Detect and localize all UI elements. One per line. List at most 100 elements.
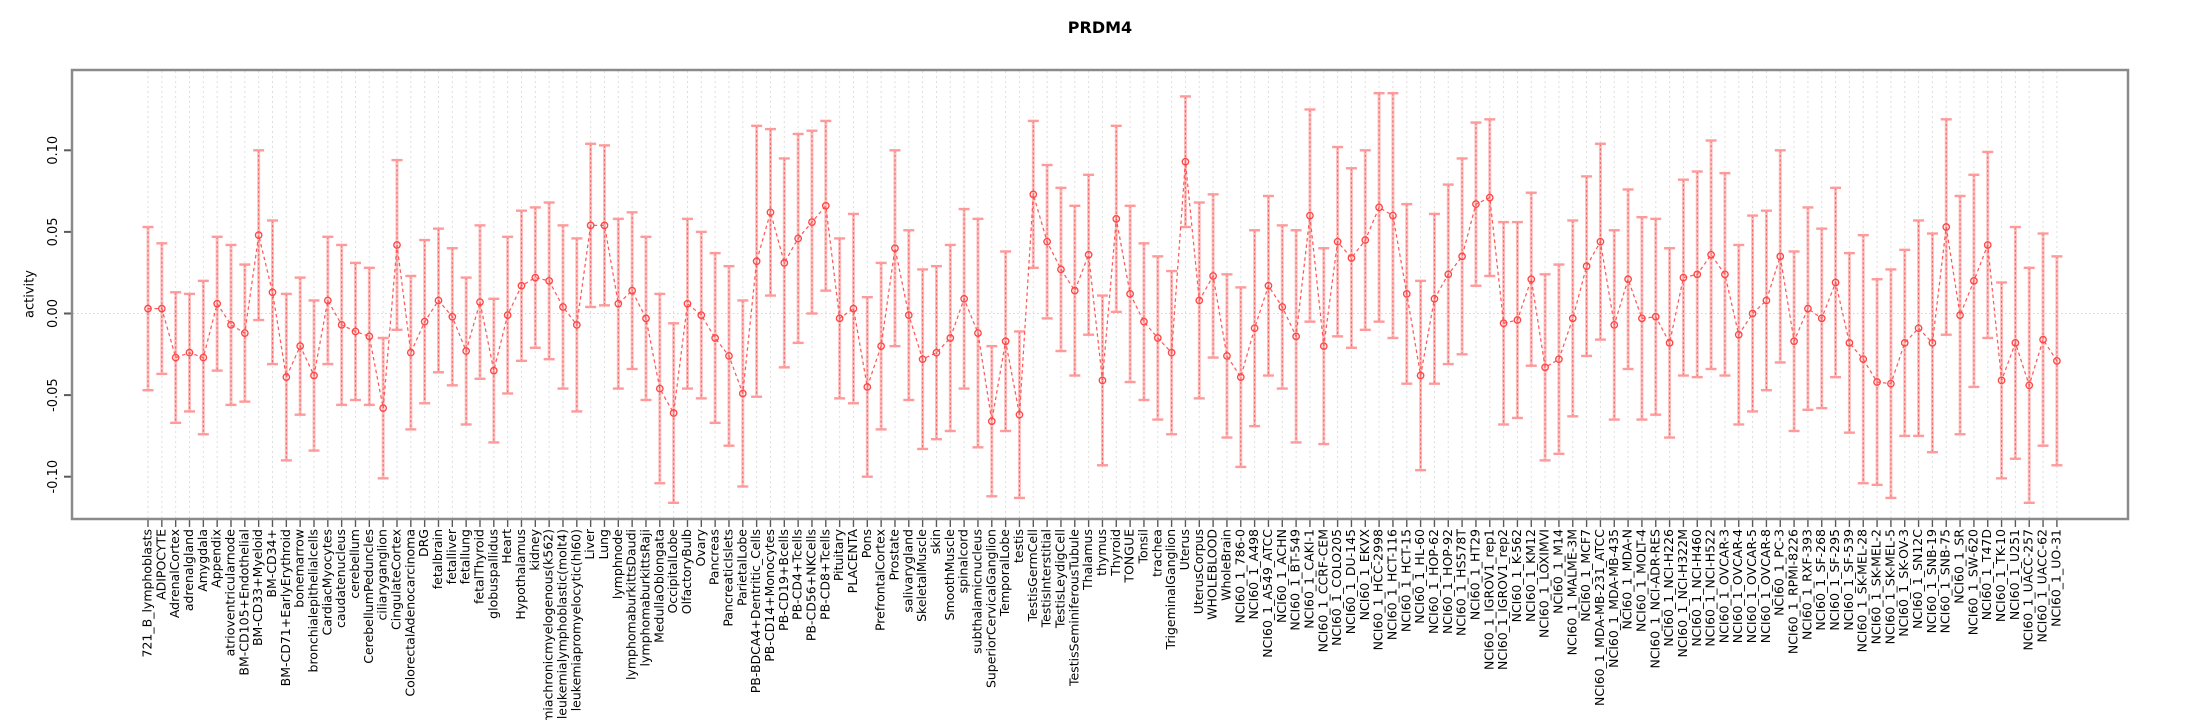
x-tick-label: lymphomaburkittsDaudi	[624, 529, 639, 680]
x-tick-label: SmoothMuscle	[942, 529, 957, 621]
x-tick-label: bonemarrow	[292, 529, 307, 608]
data-point-marker	[794, 234, 803, 243]
data-point-marker	[1306, 211, 1314, 220]
data-point-marker	[1472, 200, 1480, 209]
x-tick-label: NCI60_1_BT-549	[1288, 529, 1303, 631]
data-point-marker	[1900, 339, 1909, 347]
x-tick-label: Thalamus	[1080, 529, 1095, 591]
x-tick-label: TestisSeminiferousTubule	[1066, 529, 1081, 687]
data-point-marker	[1292, 332, 1300, 341]
data-point-marker	[1845, 339, 1854, 347]
data-point-marker	[669, 409, 678, 417]
x-tick-label: BM-CD33+Myeloid	[250, 529, 265, 646]
data-point-marker	[1057, 265, 1065, 274]
data-point-marker	[282, 373, 291, 382]
data-point-marker	[766, 208, 775, 217]
chart-title: PRDM4	[1067, 18, 1133, 37]
data-point-marker	[559, 303, 567, 311]
data-point-marker	[821, 201, 830, 210]
data-point-marker	[1873, 378, 1881, 386]
data-point-marker	[213, 299, 222, 308]
x-tick-label: leukemiachronicmyelogenous(k562)	[541, 529, 556, 720]
x-tick-label: NCI60_1_A498	[1246, 529, 1261, 620]
data-point-marker	[1402, 290, 1411, 298]
x-tick-label: testis	[1011, 529, 1026, 563]
data-point-marker	[1665, 339, 1674, 347]
data-point-marker	[849, 304, 858, 313]
x-tick-label: spinalcord	[956, 529, 971, 593]
data-point-marker	[1209, 272, 1217, 280]
data-point-marker	[1430, 294, 1439, 303]
data-point-marker	[1555, 355, 1563, 364]
data-point-marker	[199, 353, 208, 362]
data-point-marker	[614, 299, 623, 308]
data-point-marker	[752, 257, 761, 266]
x-tick-label: kidney	[527, 528, 542, 570]
data-point-marker	[420, 317, 429, 326]
x-tick-label: ADIPOCYTE	[153, 529, 168, 600]
data-point-marker	[2011, 339, 2020, 347]
x-tick-label: NCI60_1_MDA-MB-435	[1606, 529, 1621, 668]
x-tick-label: NCI60_1_IGROV1_rep2	[1495, 529, 1510, 670]
data-point-marker	[1098, 376, 1107, 385]
x-tick-label: ParietalLobe	[734, 529, 749, 606]
x-tick-label: TestisInterstitial	[1039, 529, 1054, 628]
data-point-marker	[780, 259, 789, 267]
data-point-marker	[1762, 296, 1771, 305]
data-point-marker	[1458, 252, 1466, 261]
data-point-marker	[1707, 250, 1715, 259]
data-point-marker	[1997, 376, 2006, 385]
x-tick-label: Lung	[596, 529, 611, 560]
data-point-marker	[1914, 324, 1923, 333]
x-tick-label: NCI60_1_SR	[1952, 529, 1967, 604]
data-point-marker	[545, 276, 554, 285]
data-point-marker	[1582, 262, 1591, 271]
x-tick-label: Amygdala	[195, 529, 210, 592]
data-point-marker	[351, 327, 360, 336]
x-tick-label: Pons	[859, 529, 874, 558]
x-tick-label: Prostate	[886, 529, 901, 581]
x-tick-label: CingulateCortex	[388, 529, 403, 630]
data-point-marker	[448, 312, 457, 321]
x-tick-label: NCI60_1_HCC-2998	[1371, 529, 1386, 650]
x-tick-label: NCI60_1_ACHN	[1274, 529, 1289, 623]
data-point-marker	[1140, 317, 1148, 326]
x-tick-label: Pituitary	[831, 528, 846, 581]
data-point-marker	[462, 347, 471, 355]
x-tick-label: NCI60_1_COLO205	[1329, 529, 1344, 646]
x-tick-label: NCI60_1_SF-295	[1827, 529, 1842, 631]
data-point-marker	[157, 304, 166, 313]
data-point-marker	[1790, 337, 1798, 346]
x-tick-label: WHOLEBLOOD	[1205, 529, 1220, 620]
y-tick-label: -0.10	[46, 460, 61, 494]
x-tick-label: NCI60_1_K-562	[1509, 529, 1524, 622]
x-tick-label: NCI60_1_HCT-116	[1384, 529, 1399, 640]
x-tick-label: PancreaticIslets	[720, 529, 735, 627]
x-tick-label: Uterus	[1177, 529, 1192, 570]
x-tick-label: atrioventricularnode	[222, 529, 237, 657]
x-tick-label: CardiacMyocytes	[319, 529, 334, 635]
x-tick-label: NCI60_1_SNB-75	[1938, 529, 1953, 633]
data-point-marker	[1651, 312, 1660, 321]
x-tick-label: NCI60_1_MDA-N	[1620, 529, 1635, 629]
data-point-marker	[1817, 314, 1826, 323]
data-point-marker	[1361, 236, 1370, 244]
data-point-marker	[1264, 281, 1273, 290]
x-tick-label: NCI60_1_SF-268	[1813, 529, 1828, 631]
x-tick-label: bronchialepithelialcells	[305, 529, 320, 672]
x-tick-label: NCI60_1_HL-60	[1412, 529, 1427, 624]
data-point-marker	[365, 332, 374, 341]
data-point-marker	[1375, 203, 1383, 212]
data-point-marker	[1126, 290, 1134, 298]
x-tick-label: NCI60_1_HOP-92	[1440, 529, 1455, 634]
data-point-marker	[1278, 303, 1287, 311]
x-tick-label: NCI60_1_OVCAR-8	[1758, 529, 1773, 643]
x-tick-label: BM-CD105+Endothelial	[236, 529, 251, 676]
x-tick-label: TemporalLobe	[997, 529, 1012, 618]
x-tick-label: TrigeminalGanglion	[1163, 529, 1178, 650]
x-tick-label: leukemiapromyelocytic(hl60)	[568, 529, 583, 711]
data-point-marker	[489, 366, 498, 375]
data-point-marker	[531, 273, 540, 282]
data-point-marker	[254, 231, 263, 240]
x-tick-label: globuspallidus	[485, 529, 500, 619]
